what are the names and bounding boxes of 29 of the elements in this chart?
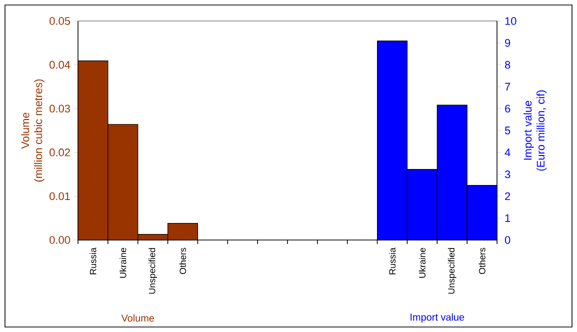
y2-tick-label: 5 xyxy=(504,126,510,134)
y2-tick-label: 7 xyxy=(505,82,510,90)
y2-tick-label: 1 xyxy=(505,214,510,222)
y2-axis-title: Import value (Euro million, cif) xyxy=(524,90,547,171)
y-tick-label: 0.00 xyxy=(50,236,70,244)
x-tick-label: Russia xyxy=(388,248,396,274)
x-tick-label: Ukraine xyxy=(418,248,426,278)
y2-tick-label: 6 xyxy=(505,104,510,112)
x-tick-label: Russia xyxy=(90,248,96,274)
text: Volume xyxy=(121,314,154,322)
y-tick-label: 0.03 xyxy=(50,104,70,112)
y-tick-label: 0.04 xyxy=(50,60,70,69)
y-axis-title: Volume (million cubic metres) xyxy=(21,79,44,182)
y2-tick-label: 10 xyxy=(505,17,516,25)
y-tick-label: 0.05 xyxy=(50,17,70,25)
x-tick-label: Others xyxy=(179,248,186,274)
y2-tick-label: 3 xyxy=(504,170,510,178)
y2-tick-label: 4 xyxy=(504,148,510,156)
y2-tick-label: 2 xyxy=(505,192,510,200)
x-tick-label: Others xyxy=(478,248,486,274)
x-tick-label: Unspecified xyxy=(148,248,157,294)
y2-tick-label: 9 xyxy=(505,39,510,47)
x-tick-label: Ukraine xyxy=(120,248,126,278)
y-tick-label: 0.01 xyxy=(50,192,70,200)
x-tick-label: Unspecified xyxy=(448,248,456,294)
text: Import value xyxy=(410,313,464,323)
y2-tick-label: 0 xyxy=(504,236,510,244)
y2-tick-label: 8 xyxy=(505,60,510,69)
y-tick-label: 0.02 xyxy=(50,148,70,156)
